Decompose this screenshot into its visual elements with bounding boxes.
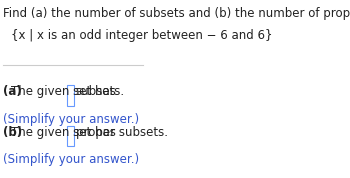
Text: proper subsets.: proper subsets. — [76, 126, 168, 139]
Text: subsets.: subsets. — [76, 85, 125, 98]
Text: The given set has: The given set has — [11, 85, 116, 98]
FancyBboxPatch shape — [66, 126, 74, 146]
Text: {x | x is an odd integer between − 6 and 6}: {x | x is an odd integer between − 6 and… — [12, 29, 273, 42]
Text: (Simplify your answer.): (Simplify your answer.) — [3, 153, 139, 166]
Text: (a): (a) — [3, 85, 22, 98]
Text: Find (a) the number of subsets and (b) the number of proper subsets of the set.: Find (a) the number of subsets and (b) t… — [3, 7, 350, 20]
Text: (b): (b) — [3, 126, 22, 139]
Text: The given set has: The given set has — [11, 126, 116, 139]
Text: (Simplify your answer.): (Simplify your answer.) — [3, 113, 139, 126]
FancyBboxPatch shape — [66, 85, 74, 106]
